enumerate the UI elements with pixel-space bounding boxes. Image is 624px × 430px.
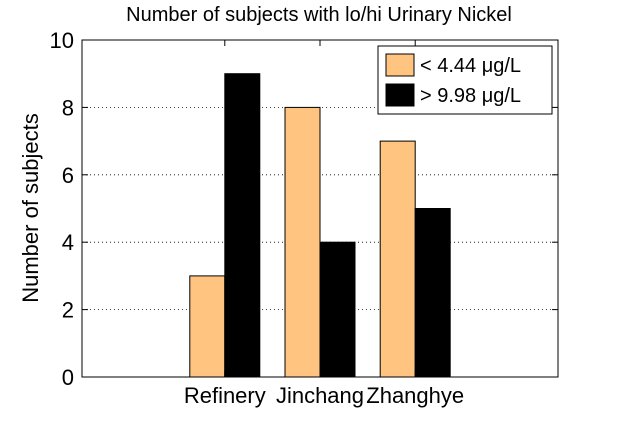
- plot-frame: [81, 39, 559, 378]
- legend-swatch: [385, 83, 415, 107]
- y-tick-label: 8: [62, 95, 74, 120]
- y-tick-label: 4: [62, 230, 74, 255]
- bar: [284, 106, 321, 378]
- bar: [379, 140, 416, 378]
- legend-label: < 4.44 μg/L: [420, 55, 521, 77]
- x-tick-label: Refinery: [184, 383, 266, 408]
- plot-area: 0 2 4 6 8 10 Refinery Jinchang Zhanghye < 4.44 μg…: [50, 28, 559, 408]
- bar: [189, 275, 226, 378]
- bar: [414, 208, 451, 378]
- chart-title: Number of subjects with lo/hi Urinary Ni…: [126, 4, 512, 26]
- y-tick-label: 2: [62, 298, 74, 323]
- bar: [319, 241, 356, 378]
- legend-label: > 9.98 μg/L: [420, 85, 521, 107]
- y-tick-label: 0: [62, 365, 74, 390]
- x-tick-label: Jinchang: [276, 383, 364, 408]
- x-tick-label: Zhanghye: [366, 383, 464, 408]
- bar: [224, 73, 261, 378]
- y-tick-label: 10: [50, 28, 74, 53]
- y-tick-label: 6: [62, 163, 74, 188]
- y-axis-label: Number of subjects: [18, 113, 43, 303]
- legend-swatch: [385, 53, 415, 77]
